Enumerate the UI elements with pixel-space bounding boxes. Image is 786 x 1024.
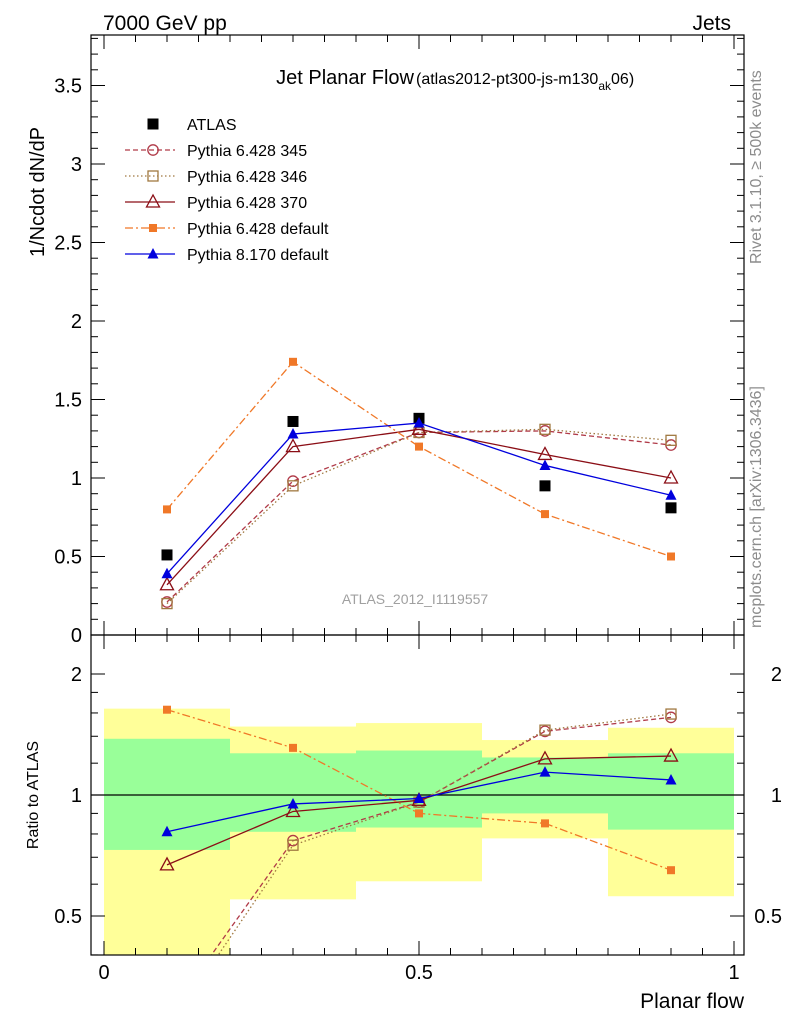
main-point-s4-1	[289, 357, 297, 366]
ratio-point-s4-1	[287, 797, 299, 809]
main-point-s4-0	[163, 505, 171, 514]
main-panel-series	[159, 357, 679, 610]
header-jets-label: Jets	[692, 12, 731, 35]
main-ytick-label-7: 3.5	[54, 76, 82, 98]
main-point-s0-0	[161, 549, 173, 561]
main-point-s5-0	[161, 567, 173, 579]
x-tick-label-0: 0	[98, 962, 109, 984]
ratio-point-s2-3	[537, 750, 553, 765]
legend-marker-2	[147, 170, 159, 182]
x-tick-label-1: 0.5	[405, 962, 433, 984]
main-panel-ticks: 0 0.5 1 1.5 2 2.5 3 3.5	[54, 35, 744, 647]
ratio-point-s4-4	[665, 773, 677, 785]
analysis-watermark: ATLAS_2012_I1119557	[342, 591, 489, 607]
legend-marker-5	[147, 248, 159, 259]
legend-label-1: Pythia 6.428 345	[187, 143, 307, 160]
main-title-sub: ak	[598, 79, 612, 93]
main-ytick-label-2: 1	[71, 468, 82, 490]
main-series-line-2	[166, 428, 672, 605]
ratio-ytick-label-left-0: 0.5	[54, 906, 82, 928]
ratio-point-s3-4	[667, 866, 675, 875]
ratio-band-green-3	[482, 757, 608, 814]
legend-marker-0	[147, 118, 159, 130]
main-title-post: 06)	[611, 71, 634, 88]
ratio-ytick-label-left-1: 1	[71, 785, 82, 807]
x-tick-label-2: 1	[728, 962, 739, 984]
main-ytick-label-3: 1.5	[54, 390, 82, 412]
ratio-point-s3-3	[541, 819, 549, 828]
ratio-band-green-4	[608, 753, 734, 830]
legend-label-0: ATLAS	[187, 117, 237, 134]
main-title: Jet Planar Flow	[276, 67, 414, 89]
ratio-point-s0-0	[162, 1012, 172, 1022]
main-point-s5-2	[413, 417, 425, 428]
legend-label-4: Pythia 6.428 default	[187, 221, 329, 238]
main-point-s4-3	[541, 510, 549, 519]
main-y-axis-label: 1/Ncdot dN/dP	[27, 127, 49, 257]
main-title-paren: (atlas2012-pt300-js-m130ak06)	[416, 71, 634, 93]
ratio-ytick-label-right-0: 0.5	[754, 906, 782, 928]
ratio-point-s2-1	[285, 803, 301, 818]
ratio-point-s4-3	[539, 766, 551, 777]
ratio-point-s2-4	[663, 747, 679, 762]
main-point-s2-0	[161, 597, 173, 610]
main-point-s0-1	[287, 415, 299, 427]
main-series-line-3	[166, 428, 672, 586]
main-point-s5-1	[287, 428, 299, 439]
main-point-s5-4	[665, 489, 677, 500]
main-series-line-1	[166, 430, 672, 603]
legend-label-2: Pythia 6.428 346	[187, 169, 307, 186]
main-point-s5-3	[539, 459, 551, 470]
ratio-panel-bands	[91, 708, 744, 955]
legend: ATLAS Pythia 6.428 345 Pythia 6.428 346 Pyt…	[125, 117, 329, 264]
main-series-line-4	[166, 360, 672, 558]
main-ytick-label-1: 0.5	[54, 547, 82, 569]
ratio-panel-ticks: 0.5 0.5 1 1 2 2 0 0.5 1	[54, 635, 782, 984]
ratio-point-s3-1	[289, 743, 297, 752]
main-ytick-label-5: 2.5	[54, 233, 82, 255]
legend-marker-3	[145, 193, 161, 208]
main-ytick-label-4: 2	[71, 311, 82, 333]
ratio-ytick-label-right-2: 2	[771, 664, 782, 686]
ratio-band-green-1	[230, 753, 356, 832]
ratio-point-s1-3	[539, 724, 551, 736]
main-point-s3-1	[285, 438, 301, 453]
ratio-y-axis-label: Ratio to ATLAS	[25, 741, 42, 849]
ratio-point-s1-4	[665, 708, 677, 720]
main-point-s2-4	[665, 434, 677, 446]
mcplots-reference-label: mcplots.cern.ch [arXiv:1306.3436]	[748, 386, 765, 628]
main-title-pre: (atlas2012-pt300-js-m130	[416, 71, 598, 88]
main-point-s3-2	[411, 420, 427, 435]
main-ytick-label-6: 3	[71, 154, 82, 176]
legend-label-3: Pythia 6.428 370	[187, 195, 307, 212]
header-energy-label: 7000 GeV pp	[103, 12, 227, 35]
ratio-panel-series	[159, 705, 679, 1022]
main-point-s2-3	[539, 423, 551, 435]
main-point-s3-0	[159, 576, 175, 591]
x-axis-label: Planar flow	[640, 990, 745, 1013]
ratio-ytick-label-left-2: 2	[71, 664, 82, 686]
ratio-point-s3-2	[415, 809, 423, 818]
ratio-point-s3-0	[163, 705, 171, 714]
ratio-point-s4-2	[413, 792, 425, 804]
main-point-s4-2	[415, 442, 423, 451]
rivet-version-label: Rivet 3.1.10, ≥ 500k events	[748, 70, 765, 264]
main-point-s3-4	[663, 469, 679, 484]
legend-marker-1	[147, 144, 159, 156]
ratio-point-s2-0	[159, 856, 175, 871]
main-ytick-label-0: 0	[71, 625, 82, 647]
main-point-s0-3	[539, 480, 551, 492]
main-point-s4-4	[667, 552, 675, 561]
main-point-s0-4	[665, 502, 677, 514]
legend-label-5: Pythia 8.170 default	[187, 247, 329, 264]
legend-marker-4	[149, 224, 157, 232]
main-point-s2-1	[287, 480, 299, 492]
ratio-ytick-label-right-1: 1	[771, 785, 782, 807]
ratio-point-s4-0	[161, 825, 173, 837]
ratio-point-s1-1	[287, 839, 299, 851]
